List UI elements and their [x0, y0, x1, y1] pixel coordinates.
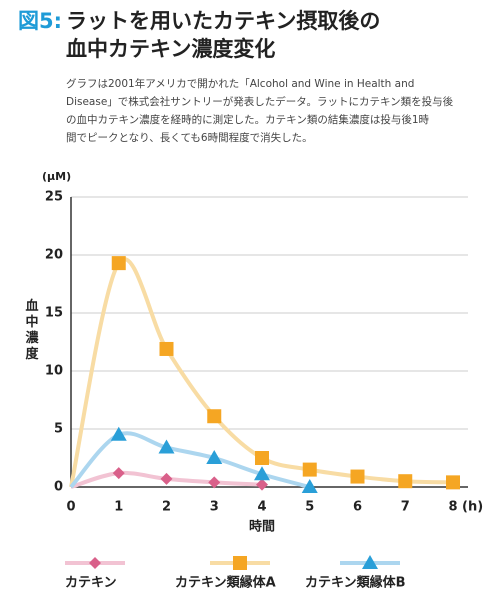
x-tick-label: 8: [448, 500, 457, 515]
x-tick-label: 5: [305, 500, 314, 515]
title: 血中カテキン濃度変化: [66, 37, 275, 61]
legend-label: カテキン類縁体B: [305, 575, 406, 591]
y-tick-label: 10: [45, 364, 63, 379]
y-unit: (μM): [42, 170, 71, 183]
marker: [302, 462, 317, 477]
y-tick-label: 15: [45, 306, 63, 321]
y-label: 血中濃度: [25, 298, 39, 362]
y-tick-label: 5: [54, 422, 63, 437]
x-tick-label: 3: [210, 500, 219, 515]
x-tick-label: 6: [353, 500, 362, 515]
marker: [255, 451, 269, 465]
marker: [110, 426, 127, 441]
x-unit: (h): [462, 500, 483, 515]
marker: [158, 439, 175, 454]
x-tick-label: 4: [257, 500, 266, 515]
x-tick-label: 2: [162, 500, 171, 515]
series-line: [69, 257, 454, 488]
legend-label: カテキン類縁体A: [175, 575, 276, 591]
marker: [89, 557, 101, 569]
legend-label: カテキン: [65, 576, 117, 591]
marker: [208, 476, 221, 489]
marker: [111, 256, 126, 271]
marker: [159, 341, 174, 356]
y-tick-label: 25: [45, 190, 63, 205]
marker: [160, 472, 173, 485]
description: グラフは2001年アメリカで開かれた「Alcohol and Wine in H…: [66, 77, 414, 90]
description: Disease」で株式会社サントリーが発表したデータ。ラットにカテキン類を投与後: [66, 95, 454, 108]
x-tick-label: 0: [66, 500, 75, 515]
marker: [112, 467, 125, 480]
y-tick-label: 0: [54, 480, 63, 495]
figure-label: 図5:: [18, 9, 62, 33]
x-tick-label: 1: [114, 500, 123, 515]
marker: [301, 479, 318, 493]
marker: [350, 469, 365, 484]
marker: [207, 409, 222, 424]
description: 間でピークとなり、長くても6時間程度で消失した。: [66, 131, 313, 144]
marker: [233, 556, 247, 570]
marker: [256, 478, 268, 491]
marker: [446, 475, 460, 490]
x-label: 時間: [249, 519, 275, 535]
x-tick-label: 7: [401, 500, 410, 515]
marker: [398, 474, 413, 489]
description: の血中カテキン濃度を経時的に測定した。カテキン類の結集濃度は投与後1時: [66, 113, 430, 126]
marker: [362, 555, 378, 569]
y-tick-label: 20: [45, 248, 63, 263]
marker: [254, 466, 270, 481]
marker: [206, 450, 223, 464]
title: ラットを用いたカテキン摂取後の: [66, 9, 380, 33]
